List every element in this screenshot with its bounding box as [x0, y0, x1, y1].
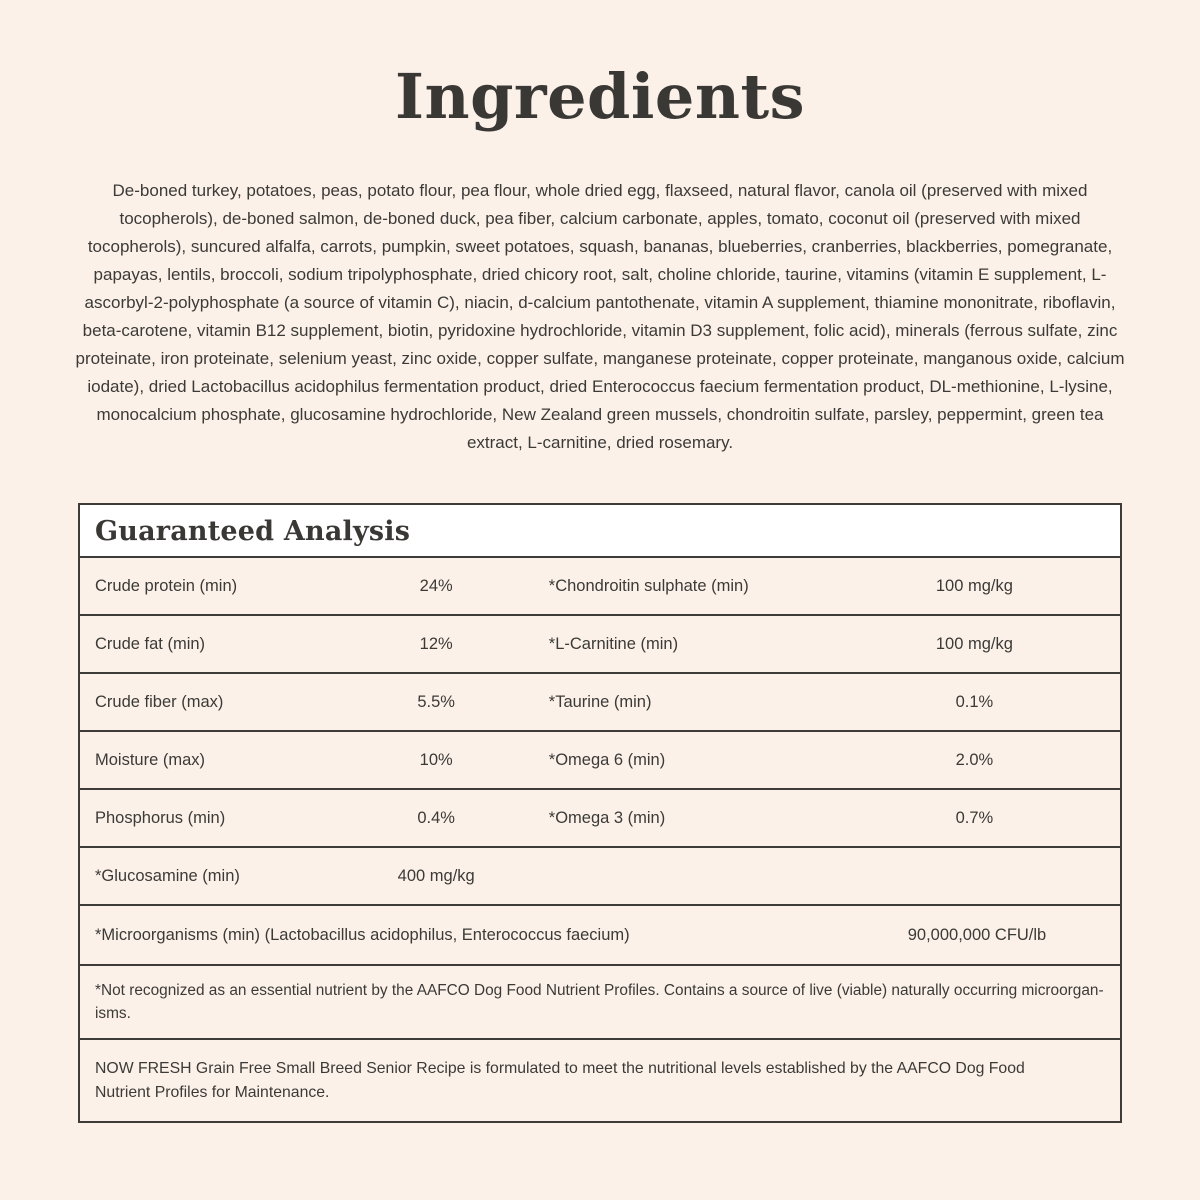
nutrient-label: Crude fiber (max) [95, 692, 224, 711]
nutrient-label: Phosphorus (min) [95, 808, 226, 827]
statement-line: Nutrient Profiles for Maintenance. [95, 1083, 330, 1101]
nutrient-label: Moisture (max) [95, 750, 206, 769]
page-title: Ingredients [394, 60, 805, 133]
table-row-crude-fiber: Crude fiber (max) 5.5% *Taurine (min) 0.… [80, 674, 1120, 733]
nutrient-value: 2.0% [955, 750, 994, 769]
nutrient-label: *Glucosamine (min) [95, 866, 240, 885]
nutrient-value: 12% [419, 634, 453, 653]
ingredients-page: Ingredients De-boned turkey, potatoes, p… [0, 60, 1200, 1200]
nutrient-value: 0.1% [955, 692, 994, 711]
table-row-crude-fat: Crude fat (min) 12% *L-Carnitine (min) 1… [80, 616, 1120, 675]
guaranteed-analysis-table: Guaranteed Analysis Crude protein (min) … [78, 503, 1122, 1123]
nutrient-label: Crude fat (min) [95, 634, 206, 653]
nutrient-value: 0.7% [955, 808, 994, 827]
nutrient-value: 5.5% [417, 692, 455, 711]
table-row-crude-protein: Crude protein (min) 24% *Chondroitin sul… [80, 558, 1120, 617]
nutrient-label: *Omega 3 (min) [548, 808, 666, 827]
table-row-phosphorus: Phosphorus (min) 0.4% *Omega 3 (min) 0.7… [80, 790, 1120, 849]
guaranteed-analysis-title: Guaranteed Analysis [95, 516, 411, 548]
nutrient-label: Crude protein (min) [95, 576, 238, 595]
ingredients-list-paragraph: De-boned turkey, potatoes, peas, potato … [75, 181, 1125, 453]
aafco-nutritional-statement: NOW FRESH Grain Free Small Breed Senior … [80, 1040, 1120, 1120]
nutrient-value: 0.4% [417, 808, 455, 827]
nutrient-value: 400 mg/kg [397, 866, 475, 885]
guaranteed-analysis-header: Guaranteed Analysis [80, 505, 1120, 559]
nutrient-label: *Microorganisms (min) (Lactobacillus aci… [95, 925, 630, 944]
nutrient-value: 90,000,000 CFU/lb [907, 925, 1047, 944]
table-row-glucosamine: *Glucosamine (min) 400 mg/kg [80, 848, 1120, 907]
statement-line: NOW FRESH Grain Free Small Breed Senior … [95, 1060, 1025, 1078]
nutrient-label: *Chondroitin sulphate (min) [548, 576, 749, 595]
nutrient-label: *Taurine (min) [548, 692, 652, 711]
nutrient-label: *Omega 6 (min) [548, 750, 666, 769]
nutrient-value: 24% [419, 576, 453, 595]
footnote-line: isms. [95, 1004, 131, 1022]
nutrient-label: *L-Carnitine (min) [548, 634, 679, 653]
aafco-footnote: *Not recognized as an essential nutrient… [80, 966, 1120, 1041]
table-row-microorganisms: *Microorganisms (min) (Lactobacillus aci… [80, 906, 1120, 967]
nutrient-value: 100 mg/kg [935, 634, 1013, 653]
nutrient-value: 10% [419, 750, 453, 769]
nutrient-value: 100 mg/kg [935, 576, 1013, 595]
footnote-line: *Not recognized as an essential nutrient… [95, 982, 1104, 1000]
table-row-moisture: Moisture (max) 10% *Omega 6 (min) 2.0% [80, 732, 1120, 791]
